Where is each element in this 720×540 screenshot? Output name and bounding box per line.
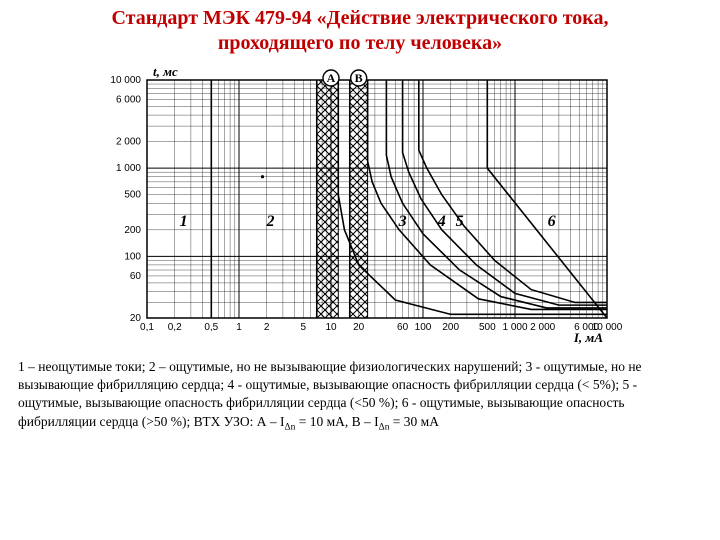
zone-label: 1 <box>180 213 188 230</box>
zone-label: 4 <box>437 213 446 230</box>
y-tick-label: 200 <box>124 225 141 236</box>
band-marker-label: A <box>327 71 336 85</box>
caption-text-2: = 10 мА, В – I <box>295 414 378 429</box>
x-tick-label: 10 <box>325 322 337 333</box>
band-marker-label: B <box>355 71 363 85</box>
y-tick-label: 20 <box>130 313 142 324</box>
y-tick-label: 100 <box>124 251 141 262</box>
iec-chart: 0,10,20,51251020601002005001 0002 0006 0… <box>85 62 635 352</box>
y-tick-label: 2 000 <box>116 137 141 148</box>
y-tick-label: 6 000 <box>116 95 141 106</box>
band-A <box>317 80 339 318</box>
x-tick-label: 500 <box>479 322 496 333</box>
caption-sub-2: Δn <box>379 422 390 432</box>
x-tick-label: 20 <box>353 322 365 333</box>
page-title: Стандарт МЭК 479-94 «Действие электричес… <box>0 0 720 56</box>
x-tick-label: 200 <box>442 322 459 333</box>
title-line-1: Стандарт МЭК 479-94 «Действие электричес… <box>111 7 608 29</box>
legend-caption: 1 – неощутимые токи; 2 – ощутимые, но не… <box>0 352 720 434</box>
zone-label: 6 <box>548 213 556 230</box>
title-line-2: проходящего по телу человека» <box>218 32 502 54</box>
x-tick-label: 2 000 <box>530 322 555 333</box>
x-tick-label: 0,1 <box>140 322 154 333</box>
x-tick-label: 0,5 <box>204 322 218 333</box>
chart-container: 0,10,20,51251020601002005001 0002 0006 0… <box>85 62 635 352</box>
y-tick-label: 1 000 <box>116 163 141 174</box>
data-point <box>261 175 264 178</box>
x-tick-label: 1 <box>236 322 242 333</box>
x-tick-label: 5 <box>301 322 307 333</box>
y-tick-label: 60 <box>130 271 142 282</box>
x-axis-label: I, мА <box>573 330 603 345</box>
zone-label: 5 <box>456 213 464 230</box>
x-tick-label: 60 <box>397 322 409 333</box>
zone-label: 3 <box>398 213 407 230</box>
x-tick-label: 2 <box>264 322 270 333</box>
y-tick-label: 500 <box>124 190 141 201</box>
caption-sub-1: Δn <box>285 422 296 432</box>
caption-text-3: = 30 мА <box>389 414 439 429</box>
y-axis-label: t, мс <box>153 64 178 79</box>
x-tick-label: 1 000 <box>502 322 527 333</box>
y-tick-label: 10 000 <box>110 75 141 86</box>
zone-label: 2 <box>266 213 275 230</box>
x-tick-label: 100 <box>415 322 432 333</box>
x-tick-label: 0,2 <box>168 322 182 333</box>
